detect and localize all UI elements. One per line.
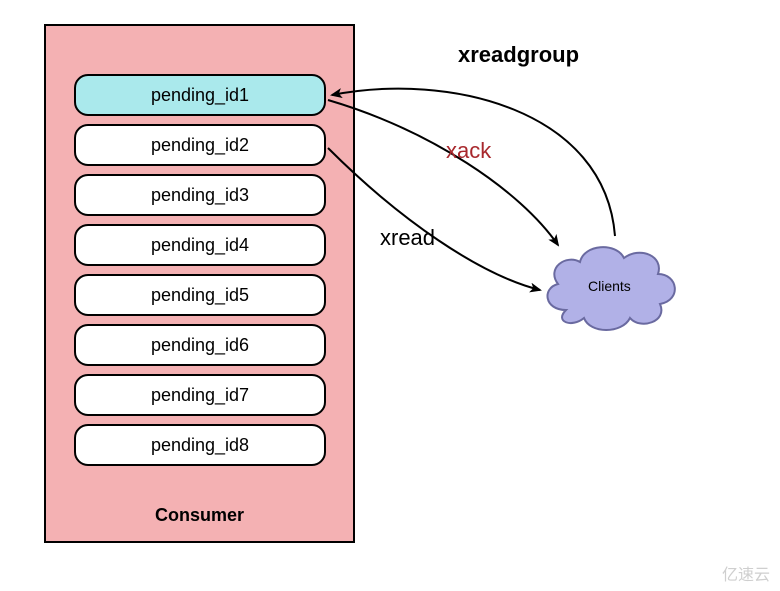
pending-item-3: pending_id3 <box>74 174 326 216</box>
label-xack: xack <box>446 138 491 164</box>
watermark: 亿速云 <box>722 561 770 585</box>
pending-item-6-label: pending_id6 <box>151 335 249 356</box>
pending-item-4: pending_id4 <box>74 224 326 266</box>
pending-item-3-label: pending_id3 <box>151 185 249 206</box>
pending-item-1-label: pending_id1 <box>151 85 249 106</box>
pending-item-8-label: pending_id8 <box>151 435 249 456</box>
pending-item-1: pending_id1 <box>74 74 326 116</box>
pending-item-7-label: pending_id7 <box>151 385 249 406</box>
pending-item-2-label: pending_id2 <box>151 135 249 156</box>
pending-item-7: pending_id7 <box>74 374 326 416</box>
pending-item-8: pending_id8 <box>74 424 326 466</box>
edge-xack <box>328 100 558 245</box>
pending-item-4-label: pending_id4 <box>151 235 249 256</box>
label-xread: xread <box>380 225 435 251</box>
consumer-label: Consumer <box>155 505 244 526</box>
label-xreadgroup: xreadgroup <box>458 42 579 68</box>
pending-item-2: pending_id2 <box>74 124 326 166</box>
clients-cloud: Clients <box>536 238 684 334</box>
pending-item-5: pending_id5 <box>74 274 326 316</box>
pending-item-5-label: pending_id5 <box>151 285 249 306</box>
edge-xread <box>328 148 540 290</box>
pending-item-6: pending_id6 <box>74 324 326 366</box>
clients-label: Clients <box>588 278 631 294</box>
